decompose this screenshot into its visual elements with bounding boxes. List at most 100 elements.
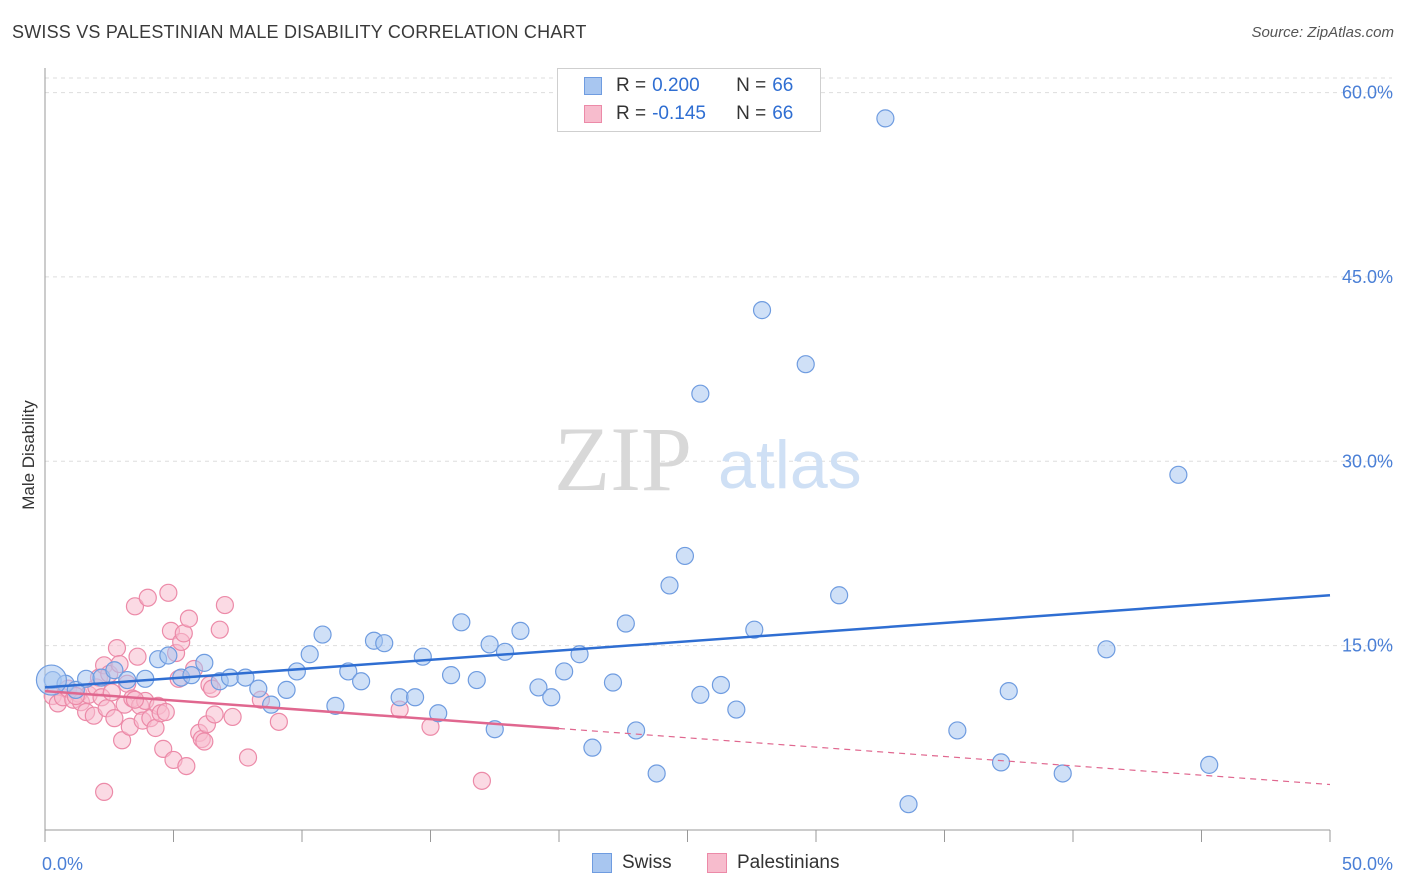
watermark-atlas: atlas (718, 427, 862, 503)
data-point (195, 653, 214, 672)
y-tick-label: 15.0% (1342, 636, 1393, 656)
data-point (555, 662, 574, 681)
data-point (277, 680, 296, 699)
watermark: ZIP atlas (554, 408, 862, 510)
legend-item-swiss[interactable]: Swiss (592, 852, 672, 874)
data-point (529, 678, 548, 697)
trend-line-swiss (44, 594, 1331, 689)
data-point (105, 709, 124, 728)
legend-r-label: R = (616, 103, 647, 124)
data-point (1053, 764, 1072, 783)
data-point (205, 705, 224, 724)
series-swiss (35, 109, 1219, 814)
data-point (452, 613, 471, 632)
data-point (125, 690, 145, 709)
data-point (128, 647, 147, 666)
y-tick-label: 45.0% (1342, 267, 1393, 287)
data-point (413, 647, 432, 666)
data-point (467, 670, 486, 690)
x-tick-label: 50.0% (1342, 854, 1393, 874)
data-point (102, 683, 121, 702)
trend-line-extension-palestinians (558, 727, 1331, 786)
legend-n-label: N = (736, 103, 767, 124)
data-point (210, 620, 229, 639)
data-point (352, 672, 371, 691)
data-point (691, 384, 710, 403)
data-point (647, 764, 666, 783)
data-point (138, 588, 157, 607)
data-point (495, 642, 515, 661)
data-point (1097, 640, 1116, 659)
data-point (999, 682, 1018, 701)
data-point (1200, 755, 1219, 774)
x-tick-label: 0.0% (42, 854, 83, 874)
data-point (326, 696, 345, 715)
data-point (583, 738, 602, 757)
legend-r-value: 0.200 (652, 75, 700, 96)
data-point (195, 732, 214, 751)
legend-swatch-swiss (584, 77, 602, 95)
legend-n-label: N = (736, 75, 767, 96)
legend-row-swiss: R = 0.200 N = 66 (584, 72, 793, 100)
data-point (745, 620, 764, 639)
data-point (262, 695, 281, 714)
data-point (313, 625, 332, 644)
legend-swatch-palestinians (707, 853, 727, 873)
y-tick-label: 30.0% (1342, 451, 1393, 471)
data-point (876, 109, 895, 128)
data-point (711, 675, 731, 695)
legend-label-palestinians: Palestinians (737, 852, 840, 873)
data-point (238, 748, 258, 767)
data-point (300, 645, 319, 664)
tick-labels: 15.0% 30.0% 45.0% 60.0% 0.0% 50.0% (42, 83, 1393, 874)
data-point (542, 688, 561, 707)
axes (44, 68, 1331, 842)
legend-swatch-palestinians (584, 105, 602, 123)
data-point (375, 634, 394, 653)
data-point (156, 702, 175, 722)
data-point (159, 646, 178, 665)
data-point (899, 795, 918, 814)
data-point (991, 753, 1011, 772)
data-point (179, 609, 199, 628)
data-point (390, 688, 409, 707)
data-point (182, 666, 201, 685)
data-point (223, 707, 242, 727)
y-tick-label: 60.0% (1342, 83, 1393, 103)
data-point (660, 576, 679, 595)
data-point (752, 301, 772, 320)
data-point (405, 688, 425, 707)
data-point (1169, 465, 1188, 484)
data-point (269, 712, 288, 731)
data-point (616, 614, 635, 633)
data-point (112, 731, 132, 750)
y-axis-label: Male Disability (19, 400, 38, 510)
source-label: Source: ZipAtlas.com (1251, 24, 1394, 41)
data-point (287, 662, 306, 681)
data-point (177, 756, 196, 776)
data-point (691, 685, 710, 704)
data-point (948, 721, 967, 740)
trend-line-palestinians (44, 689, 560, 730)
stats-legend: R = 0.200 N = 66 R = -0.145 N = 66 (557, 68, 821, 132)
data-point (603, 673, 623, 692)
data-point (105, 661, 124, 680)
legend-row-palestinians: R = -0.145 N = 66 (584, 100, 793, 128)
legend-n-value: 66 (772, 75, 794, 96)
watermark-zip: ZIP (554, 408, 692, 510)
legend-item-palestinians[interactable]: Palestinians (707, 852, 839, 874)
gridlines (45, 77, 1392, 647)
data-point (429, 704, 448, 723)
legend-r-label: R = (616, 75, 647, 96)
data-point (159, 583, 178, 602)
data-point (511, 621, 530, 640)
data-point (95, 782, 114, 802)
data-point (727, 700, 746, 719)
legend-label-swiss: Swiss (622, 852, 672, 873)
data-point (215, 595, 234, 615)
legend-n-value: 66 (772, 103, 794, 124)
data-point (675, 546, 695, 566)
data-point (626, 721, 646, 740)
series-legend: Swiss Palestinians (0, 852, 1406, 878)
